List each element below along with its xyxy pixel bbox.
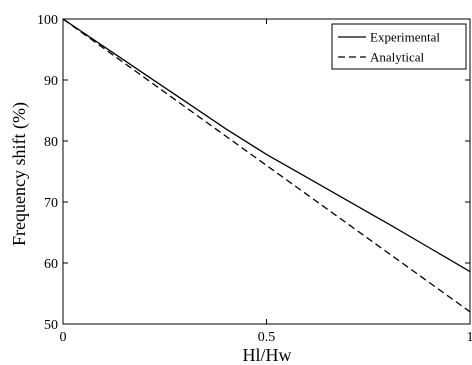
y-tick-label: 80 xyxy=(44,135,58,150)
y-axis-title: Frequency shift (%) xyxy=(9,102,30,246)
x-axis-title: Hl/Hw xyxy=(243,345,292,365)
legend-box xyxy=(331,23,467,70)
legend-label-experimental: Experimental xyxy=(370,30,440,45)
legend: Experimental Analytical xyxy=(331,23,467,70)
plot-area xyxy=(62,18,471,313)
legend-label-analytical: Analytical xyxy=(370,50,425,65)
x-tick-label: 0 xyxy=(60,330,67,345)
y-tick-label: 50 xyxy=(44,318,58,333)
series-line-experimental xyxy=(62,18,471,273)
axes: 0 0.5 1 50 60 70 80 90 100 xyxy=(37,13,472,345)
x-tick-label: 0.5 xyxy=(258,330,276,345)
y-tick-label: 60 xyxy=(44,257,58,272)
series-line-analytical xyxy=(62,18,471,313)
y-tick-label: 90 xyxy=(44,74,58,89)
x-tick-label: 1 xyxy=(467,330,472,345)
y-tick-label: 70 xyxy=(44,196,58,211)
y-tick-label: 100 xyxy=(37,13,58,28)
